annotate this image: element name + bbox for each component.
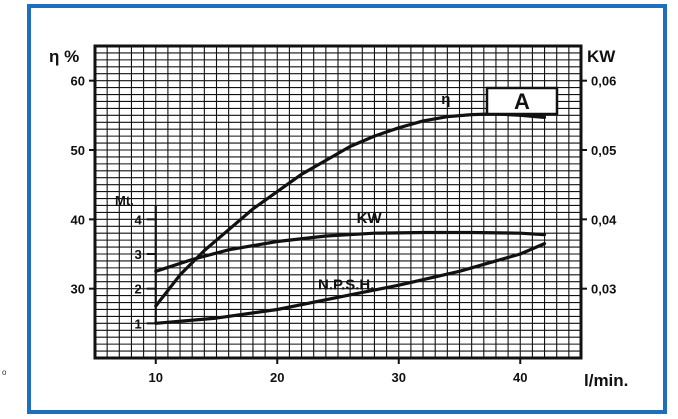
mt-tick-label: 3 — [135, 247, 142, 262]
x-tick-label: 20 — [270, 370, 284, 385]
curve-npsh — [154, 242, 547, 325]
pump-performance-chart: 10 20 30 40 30 40 50 60 0,03 0,04 0,05 0,06 1 2 3 4 η KW N… — [49, 44, 628, 390]
chart-frame: 10 20 30 40 30 40 50 60 0,03 0,04 0,05 0,06 1 2 3 4 η KW N… — [27, 4, 667, 414]
x-tick-label: 10 — [149, 370, 163, 385]
y-left-tick-label: 60 — [71, 74, 85, 89]
curve-efficiency — [154, 112, 547, 308]
y-left-tick-label: 30 — [71, 282, 85, 297]
y-right-axis-title: KW — [587, 47, 616, 66]
series-label: N.P.S.H. — [318, 276, 374, 293]
y-left-tick-label: 40 — [71, 212, 85, 227]
y-right-tick-label: 0,04 — [591, 212, 617, 227]
badge-box — [485, 86, 559, 116]
labels: 10 20 30 40 30 40 50 60 0,03 0,04 0,05 0,06 1 2 3 4 η KW N… — [71, 74, 618, 385]
grid — [94, 45, 582, 359]
y-right-tick-label: 0,03 — [591, 282, 616, 297]
series-label: η — [441, 91, 450, 108]
y-right-tick-label: 0,05 — [591, 143, 616, 158]
y-left-tick-label: 50 — [71, 143, 85, 158]
plot-border — [93, 44, 583, 360]
y-right-tick-label: 0,06 — [591, 74, 616, 89]
badge-label: A — [514, 89, 530, 114]
series-label: KW — [357, 210, 383, 227]
x-tick-label: 30 — [392, 370, 406, 385]
mt-tick-label: 1 — [135, 316, 142, 331]
side-mark: o — [2, 368, 7, 377]
mt-tick-label: 4 — [135, 212, 143, 227]
y-left-axis-title: η % — [49, 47, 79, 66]
curve-power — [154, 230, 547, 273]
mt-axis-title: Mt. — [115, 193, 134, 208]
curves — [154, 112, 547, 325]
x-tick-label: 40 — [513, 370, 527, 385]
x-axis-title: l/min. — [584, 371, 628, 390]
mt-tick-label: 2 — [135, 282, 142, 297]
